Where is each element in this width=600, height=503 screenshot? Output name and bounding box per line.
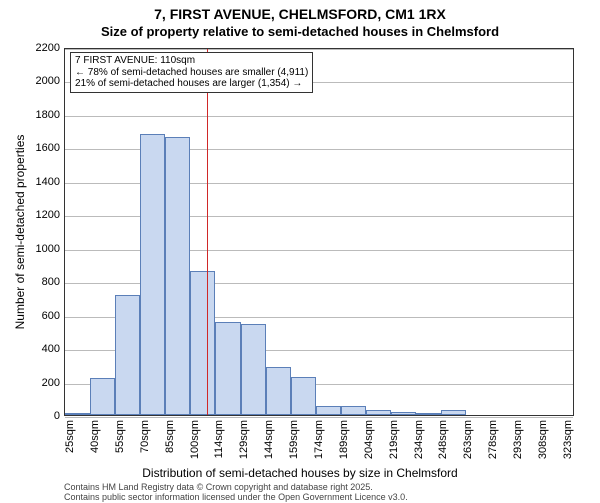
x-tick-label: 114sqm [213, 420, 225, 470]
y-tick-label: 0 [20, 410, 60, 422]
histogram-bar [316, 406, 341, 415]
x-tick-label: 278sqm [487, 420, 499, 470]
y-tick-label: 1600 [20, 142, 60, 154]
x-tick-label: 129sqm [238, 420, 250, 470]
y-tick-label: 1400 [20, 176, 60, 188]
histogram-bar [291, 377, 316, 415]
x-tick-label: 293sqm [512, 420, 524, 470]
x-tick-label: 159sqm [288, 420, 300, 470]
annotation-line: ← 78% of semi-detached houses are smalle… [75, 67, 308, 79]
x-tick-label: 263sqm [462, 420, 474, 470]
y-tick-label: 1000 [20, 243, 60, 255]
histogram-bar [391, 412, 416, 415]
y-tick-label: 1800 [20, 109, 60, 121]
histogram-bar [140, 134, 165, 415]
x-tick-label: 234sqm [413, 420, 425, 470]
y-tick-label: 2000 [20, 75, 60, 87]
x-tick-label: 174sqm [313, 420, 325, 470]
histogram-bar [165, 137, 190, 416]
x-tick-label: 55sqm [114, 420, 126, 470]
grid-line [65, 116, 573, 117]
x-tick-label: 40sqm [89, 420, 101, 470]
histogram-bar [90, 378, 115, 415]
chart-title: 7, FIRST AVENUE, CHELMSFORD, CM1 1RX [0, 6, 600, 22]
x-tick-label: 219sqm [388, 420, 400, 470]
property-marker-line [207, 49, 208, 415]
y-tick-label: 1200 [20, 209, 60, 221]
histogram-bar [115, 295, 140, 415]
x-tick-label: 25sqm [64, 420, 76, 470]
x-tick-label: 100sqm [189, 420, 201, 470]
y-tick-label: 800 [20, 276, 60, 288]
footer-line2: Contains public sector information licen… [64, 492, 408, 502]
histogram-bar [65, 413, 90, 415]
y-axis-label: Number of semi-detached properties [13, 102, 27, 362]
y-tick-label: 400 [20, 343, 60, 355]
x-axis-label: Distribution of semi-detached houses by … [0, 466, 600, 480]
x-tick-label: 308sqm [537, 420, 549, 470]
chart-subtitle: Size of property relative to semi-detach… [0, 24, 600, 39]
property-size-histogram: 7, FIRST AVENUE, CHELMSFORD, CM1 1RX Siz… [0, 0, 600, 500]
x-tick-label: 248sqm [437, 420, 449, 470]
annotation-line: 7 FIRST AVENUE: 110sqm [75, 55, 308, 67]
x-tick-label: 85sqm [164, 420, 176, 470]
histogram-bar [341, 406, 366, 415]
annotation-box: 7 FIRST AVENUE: 110sqm← 78% of semi-deta… [70, 52, 313, 93]
annotation-line: 21% of semi-detached houses are larger (… [75, 78, 308, 90]
x-tick-label: 144sqm [263, 420, 275, 470]
grid-line [65, 417, 573, 418]
y-tick-label: 200 [20, 377, 60, 389]
histogram-bar [215, 322, 240, 415]
histogram-bar [190, 271, 215, 415]
x-tick-label: 323sqm [562, 420, 574, 470]
histogram-bar [366, 410, 391, 415]
histogram-bar [266, 367, 291, 416]
y-tick-label: 2200 [20, 42, 60, 54]
grid-line [65, 49, 573, 50]
footer-line1: Contains HM Land Registry data © Crown c… [64, 482, 408, 492]
x-tick-label: 70sqm [139, 420, 151, 470]
x-tick-label: 189sqm [338, 420, 350, 470]
histogram-bar [416, 413, 441, 415]
plot-area: 7 FIRST AVENUE: 110sqm← 78% of semi-deta… [64, 48, 574, 416]
y-tick-label: 600 [20, 310, 60, 322]
histogram-bar [441, 410, 466, 415]
x-tick-label: 204sqm [363, 420, 375, 470]
histogram-bar [241, 324, 266, 415]
